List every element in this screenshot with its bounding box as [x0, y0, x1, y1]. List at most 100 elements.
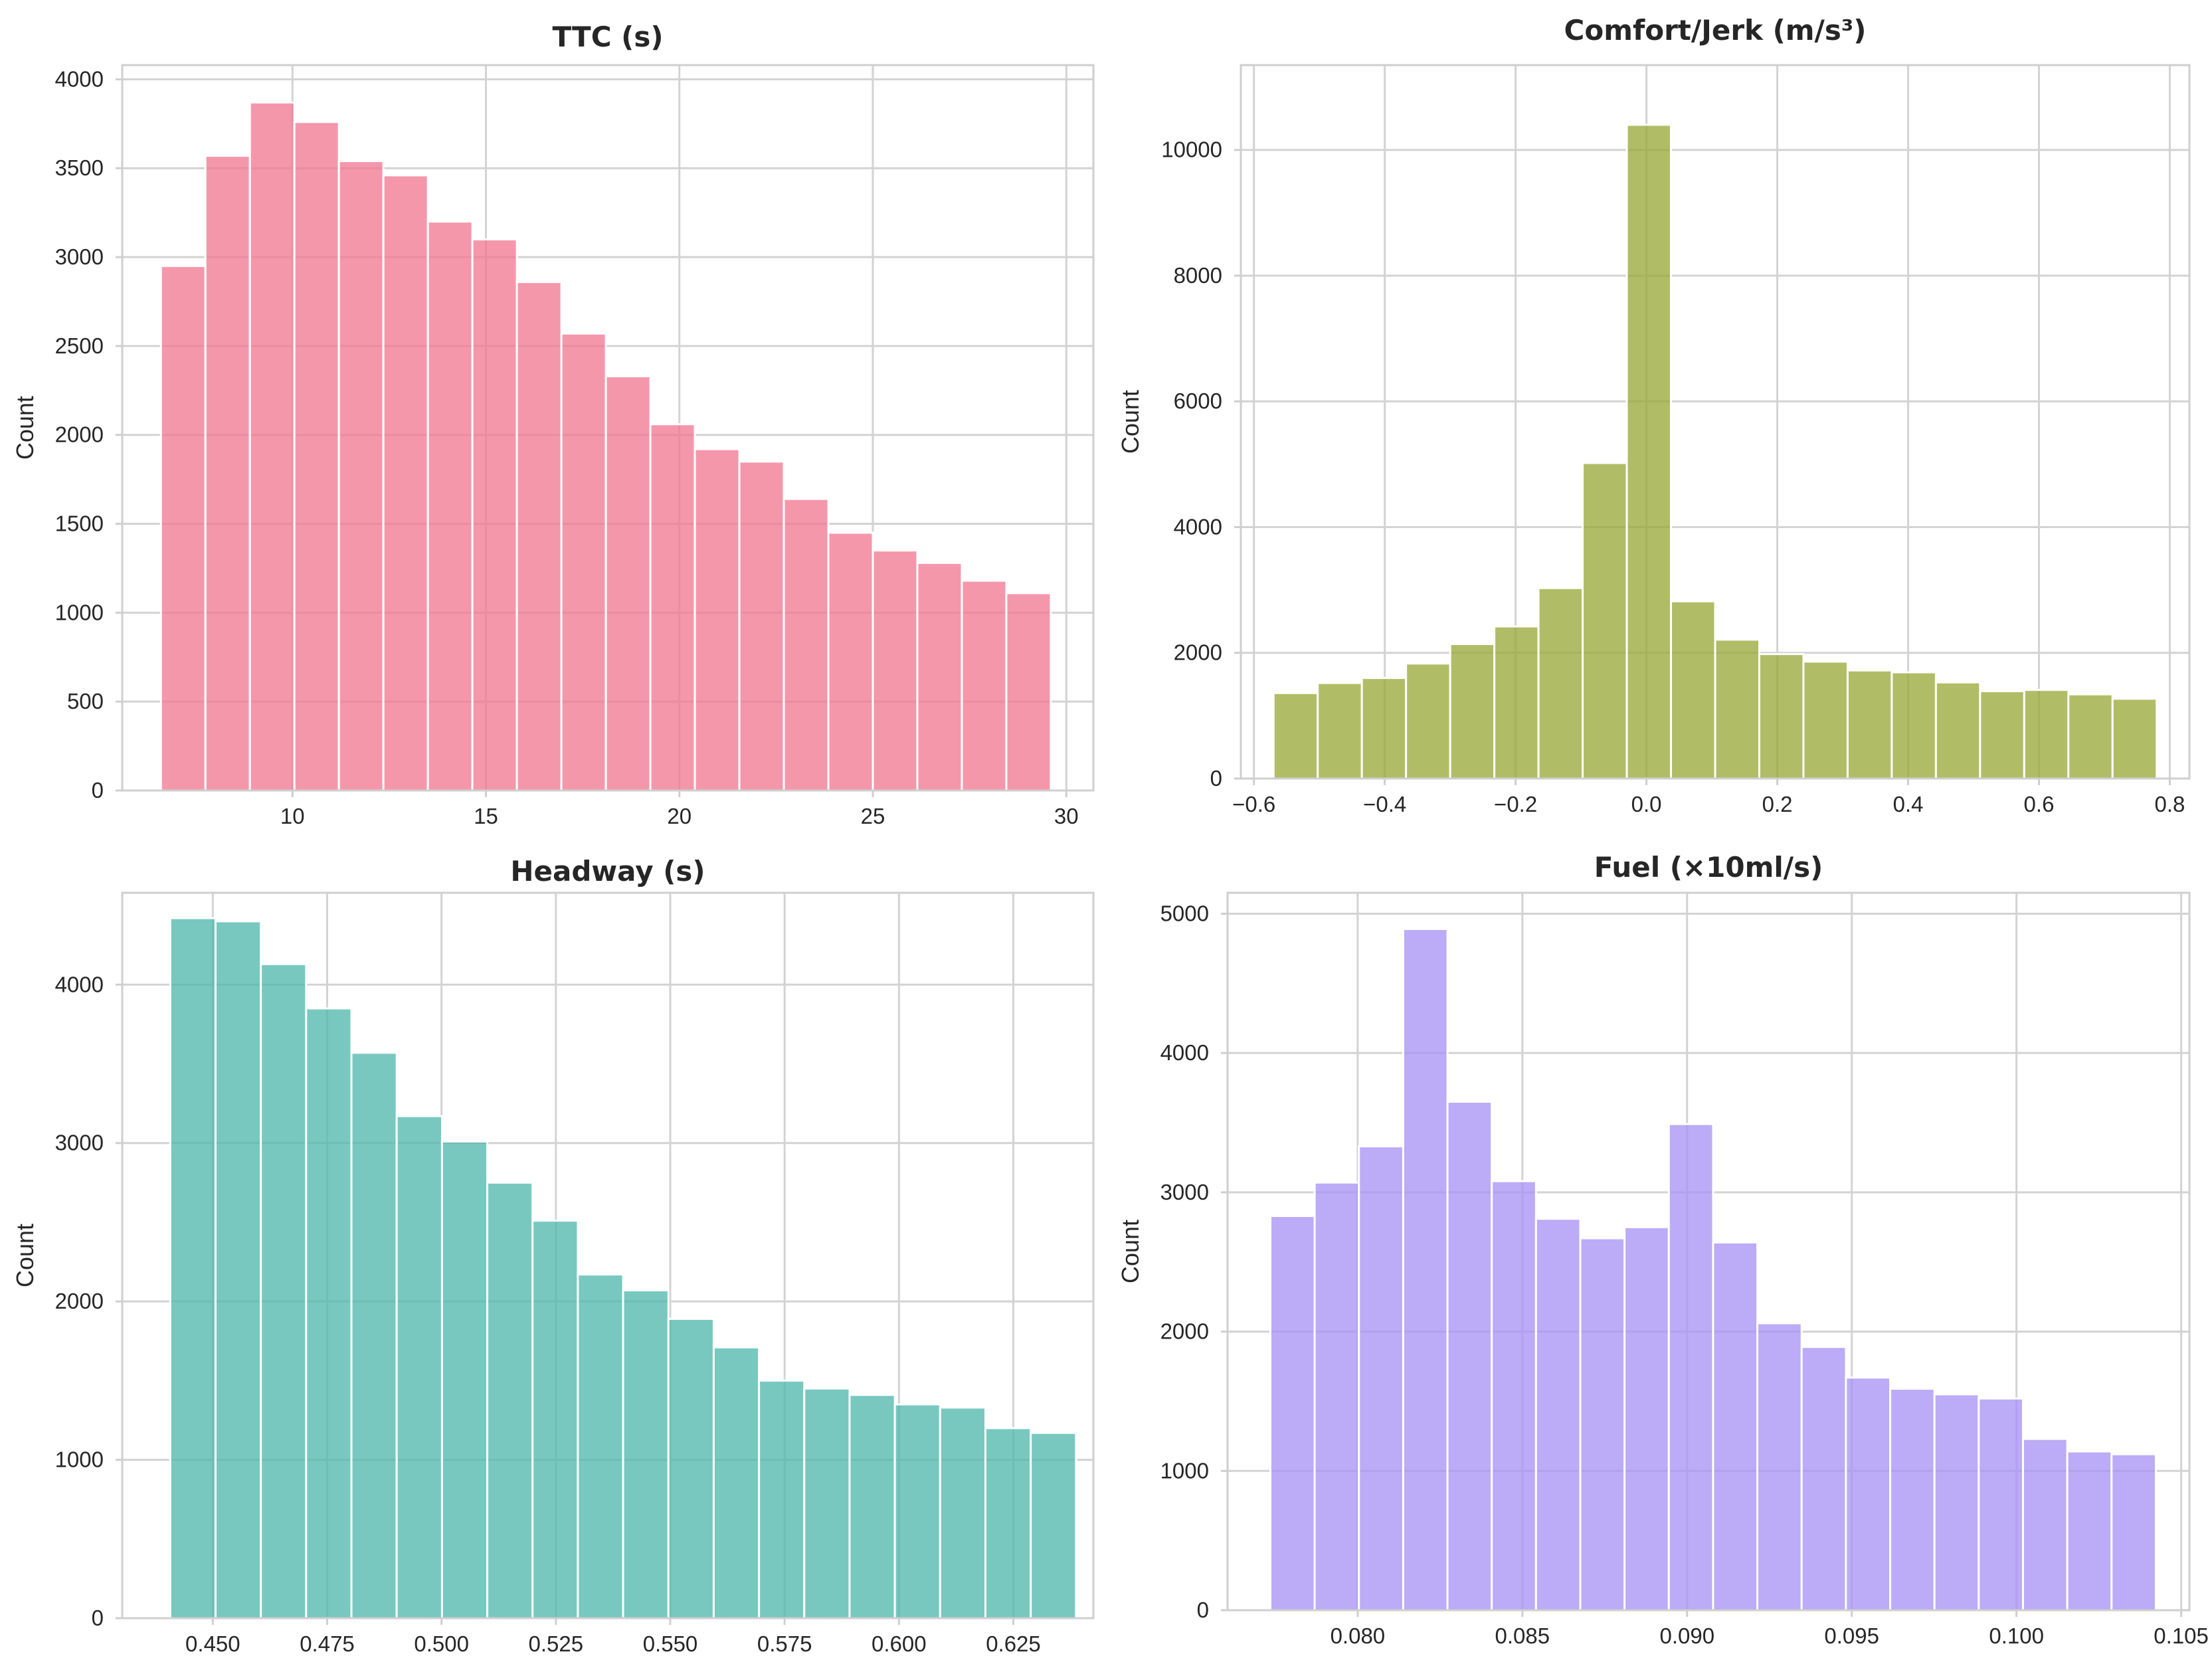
ttc-histogram-panel: TTC (s) Count 0 500 1000 1500 2000 2500 3000 35…: [11, 21, 1095, 828]
headway-ytick-label: 3000: [55, 1131, 104, 1155]
fuel-ytick-label: 5000: [1160, 901, 1209, 925]
ttc-bar: [293, 121, 340, 792]
ttc-bar: [783, 498, 830, 792]
fuel-xtick-label: 0.085: [1495, 1624, 1550, 1648]
headway-xtick-label: 0.600: [872, 1631, 927, 1656]
jerk-bar: [1582, 462, 1628, 780]
ttc-bar: [515, 281, 563, 792]
headway-bar: [531, 1220, 579, 1620]
jerk-ytick-label: 0: [1210, 766, 1222, 790]
headway-bar: [848, 1394, 896, 1620]
jerk-ytick-label: 10000: [1161, 138, 1222, 162]
jerk-bar: [1670, 600, 1716, 780]
ttc-ytick-label: 2000: [55, 422, 104, 447]
fuel-bar: [1402, 928, 1449, 1612]
fuel-ytick-label: 1000: [1160, 1458, 1209, 1483]
ttc-ytick-label: 3000: [55, 244, 104, 269]
jerk-ytick-label: 4000: [1174, 514, 1222, 539]
ttc-xtick-label: 30: [1054, 804, 1079, 828]
jerk-xtick-label: 0.2: [1762, 792, 1793, 816]
fuel-tick-labels: 0 1000 2000 3000 4000 5000 0.080 0.085 0.090 0.09…: [1160, 901, 2209, 1648]
headway-chart-title: Headway (s): [510, 855, 705, 887]
ttc-bar: [961, 579, 1008, 792]
fuel-bar: [1446, 1101, 1493, 1612]
headway-xtick-label: 0.550: [643, 1631, 698, 1656]
fuel-bar: [1313, 1181, 1360, 1612]
headway-plot-frame: [121, 891, 1095, 1620]
fuel-ytick-label: 3000: [1160, 1180, 1209, 1204]
fuel-xtick-label: 0.080: [1331, 1624, 1386, 1648]
jerk-xtick-label: 0.0: [1631, 792, 1662, 816]
fuel-chart-title: Fuel (×10ml/s): [1594, 851, 1823, 884]
fuel-bar: [1269, 1215, 1316, 1612]
jerk-ytick-label: 2000: [1174, 640, 1222, 665]
headway-ytick-label: 4000: [55, 972, 104, 996]
headway-bar: [622, 1289, 670, 1620]
ttc-bar: [426, 221, 474, 792]
ttc-chart-title: TTC (s): [552, 21, 663, 53]
headway-y-axis-label: Count: [11, 1224, 39, 1287]
ttc-y-axis-label: Count: [11, 396, 39, 460]
fuel-ytick-label: 0: [1197, 1598, 1209, 1622]
fuel-xtick-label: 0.090: [1659, 1624, 1714, 1648]
ttc-bar: [337, 160, 385, 792]
jerk-plot-frame: [1240, 64, 2191, 780]
headway-bar: [305, 1007, 353, 1620]
fuel-bar: [1889, 1388, 1936, 1612]
headway-xtick-label: 0.450: [185, 1631, 240, 1656]
headway-bar: [350, 1052, 398, 1620]
headway-bar: [758, 1379, 806, 1620]
ttc-bar: [827, 531, 874, 792]
fuel-bar: [2066, 1450, 2113, 1612]
ttc-ytick-label: 500: [67, 689, 104, 713]
fuel-bar: [2021, 1438, 2069, 1612]
headway-bar: [440, 1140, 489, 1620]
ttc-xtick-label: 10: [280, 804, 305, 828]
fuel-y-axis-label: Count: [1117, 1220, 1144, 1283]
fuel-xtick-label: 0.095: [1824, 1624, 1879, 1648]
ttc-ytick-label: 4000: [55, 66, 104, 91]
fuel-bar: [1534, 1218, 1582, 1612]
fuel-bar: [1845, 1376, 1892, 1612]
jerk-bar: [2111, 698, 2158, 780]
headway-bar: [803, 1387, 851, 1620]
fuel-bar: [1579, 1237, 1626, 1612]
ttc-ytick-label: 3500: [55, 155, 104, 180]
ttc-bar: [382, 174, 429, 792]
jerk-bar: [1979, 690, 2025, 780]
jerk-xtick-label: −0.6: [1232, 792, 1275, 816]
fuel-ytick-label: 4000: [1160, 1040, 1209, 1065]
ttc-bar: [159, 264, 207, 792]
fuel-bars: [1269, 928, 2157, 1612]
jerk-xtick-label: 0.8: [2155, 792, 2185, 816]
fuel-plot-frame: [1226, 891, 2191, 1612]
headway-bar: [1030, 1432, 1077, 1620]
jerk-bar: [1537, 587, 1584, 780]
jerk-bar: [2067, 693, 2114, 780]
ttc-ytick-label: 2500: [55, 333, 104, 358]
jerk-xtick-label: 0.4: [1893, 792, 1924, 816]
fuel-bar: [1933, 1393, 1980, 1612]
fuel-bar: [1756, 1322, 1803, 1612]
jerk-bar: [1493, 625, 1540, 780]
headway-xtick-label: 0.475: [300, 1631, 355, 1656]
jerk-bar: [1449, 643, 1496, 780]
jerk-ytick-label: 8000: [1174, 263, 1222, 288]
headway-bar: [214, 920, 262, 1620]
jerk-xtick-label: 0.6: [2024, 792, 2055, 816]
ttc-bar: [560, 332, 607, 792]
headway-bar: [939, 1406, 986, 1620]
headway-ytick-label: 1000: [55, 1447, 104, 1472]
fuel-ytick-label: 2000: [1160, 1319, 1209, 1344]
headway-bar: [712, 1346, 761, 1620]
ttc-bar: [693, 448, 741, 792]
ttc-bar: [916, 561, 963, 792]
headway-bar: [667, 1317, 715, 1620]
fuel-xtick-label: 0.100: [1989, 1624, 2044, 1648]
headway-xtick-label: 0.500: [414, 1631, 469, 1656]
headway-ytick-label: 2000: [55, 1289, 104, 1313]
fuel-bar: [1978, 1397, 2024, 1612]
jerk-bar: [1846, 669, 1893, 780]
jerk-bar: [1625, 124, 1673, 780]
fuel-bar: [1800, 1346, 1847, 1612]
